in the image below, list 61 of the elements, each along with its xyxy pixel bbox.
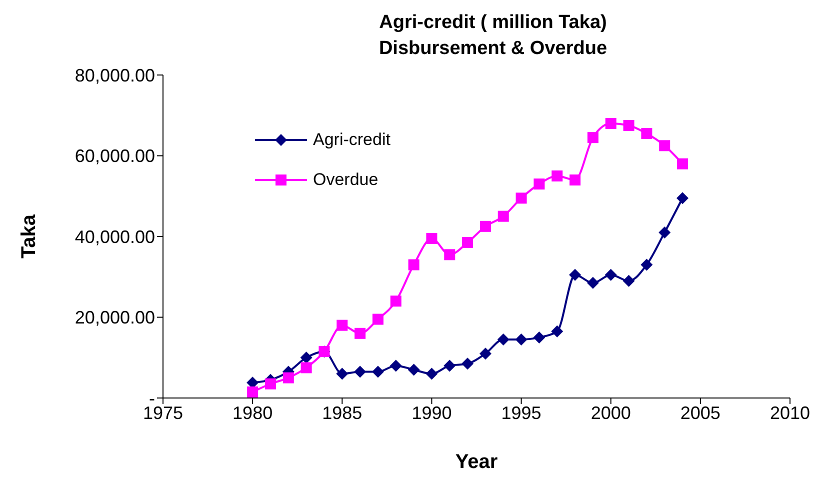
x-tick-label: 1990 bbox=[412, 402, 452, 423]
point bbox=[300, 362, 312, 374]
point bbox=[426, 368, 438, 380]
point bbox=[462, 358, 474, 370]
point bbox=[570, 174, 581, 186]
y-tick-label: 60,000.00 bbox=[74, 146, 155, 166]
point bbox=[336, 368, 348, 380]
point bbox=[264, 378, 276, 390]
point bbox=[426, 233, 438, 244]
point bbox=[587, 132, 598, 144]
point bbox=[390, 296, 402, 307]
point bbox=[444, 360, 456, 372]
point bbox=[480, 220, 491, 232]
x-tick-label: 2005 bbox=[680, 402, 720, 423]
x-tick-label: 1995 bbox=[501, 402, 542, 423]
point bbox=[336, 320, 348, 331]
point bbox=[640, 258, 653, 271]
point bbox=[479, 348, 492, 360]
point bbox=[659, 140, 670, 152]
point bbox=[247, 386, 258, 398]
chart-title: Agri-credit ( million Taka) Disbursement & Overdue bbox=[378, 11, 608, 61]
y-tick-label: 80,000.00 bbox=[74, 65, 155, 86]
point bbox=[604, 268, 617, 281]
point bbox=[444, 249, 456, 260]
x-tick-label: 1985 bbox=[322, 402, 362, 423]
point bbox=[354, 366, 366, 378]
point bbox=[515, 333, 528, 346]
point bbox=[300, 352, 312, 364]
point bbox=[676, 192, 689, 204]
point bbox=[408, 259, 420, 270]
point bbox=[677, 158, 688, 170]
point bbox=[622, 274, 635, 287]
point bbox=[658, 226, 671, 238]
x-axis-title: Year bbox=[455, 451, 498, 473]
point bbox=[569, 268, 582, 281]
point bbox=[623, 120, 634, 131]
point bbox=[551, 325, 564, 338]
x-tick-label: 2000 bbox=[590, 402, 631, 423]
point bbox=[533, 331, 546, 344]
point bbox=[641, 128, 652, 140]
point bbox=[408, 364, 420, 376]
point bbox=[498, 210, 509, 222]
legend-label: Overdue bbox=[313, 170, 378, 190]
point bbox=[605, 118, 616, 129]
point bbox=[534, 178, 545, 190]
point bbox=[586, 276, 599, 289]
point bbox=[552, 170, 563, 182]
y-axis-title: Taka bbox=[18, 214, 40, 259]
point bbox=[282, 372, 294, 384]
x-tick-label: 1980 bbox=[232, 402, 273, 423]
point bbox=[354, 328, 366, 339]
point bbox=[497, 333, 510, 346]
x-tick-label: 2010 bbox=[770, 402, 810, 423]
y-tick-label: 20,000.00 bbox=[74, 308, 155, 328]
point bbox=[390, 360, 402, 372]
point bbox=[372, 366, 384, 378]
point bbox=[462, 237, 474, 248]
point bbox=[516, 192, 527, 204]
legend-label: Agri-credit bbox=[313, 130, 390, 150]
point bbox=[372, 314, 384, 325]
y-tick-label: 40,000.00 bbox=[74, 226, 155, 247]
